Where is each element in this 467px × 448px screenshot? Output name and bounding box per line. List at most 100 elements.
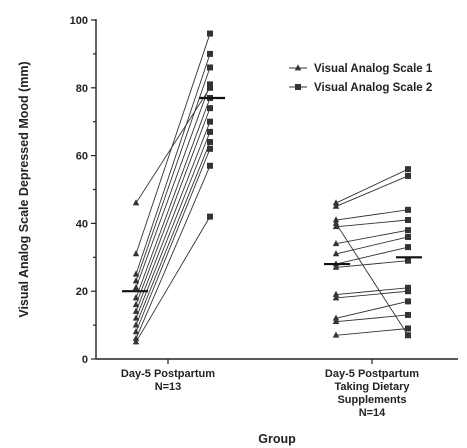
- pair-line-g2-3: [335, 209, 409, 221]
- pair-line-g1-7: [135, 107, 211, 305]
- pair-line-g2-8: [335, 260, 409, 268]
- marker-vas2-g2-8: [405, 257, 411, 264]
- x-axis-title: Group: [258, 432, 296, 446]
- pair-line-g1-8: [135, 121, 211, 312]
- marker-vas1-g2-2: [332, 202, 340, 209]
- pair-line-g2-6: [335, 236, 409, 255]
- legend-label-2: Visual Analog Scale 2: [314, 82, 432, 94]
- y-tick-label-1: 20: [76, 286, 88, 298]
- marker-vas2-g2-11: [405, 298, 411, 305]
- x-category-label-1-line-1: Day-5 Postpartum: [121, 368, 215, 380]
- legend-marker-1: [294, 64, 302, 71]
- marker-vas1-g1-5: [132, 284, 140, 291]
- marker-vas1-g2-5: [332, 239, 340, 247]
- marker-vas2-g2-2: [405, 172, 411, 179]
- marker-vas2-g2-14: [405, 332, 411, 339]
- y-tick-label-5: 100: [70, 15, 88, 27]
- pair-line-g2-10: [335, 290, 409, 299]
- marker-vas2-g1-9: [207, 128, 213, 135]
- marker-vas2-g1-7: [207, 105, 213, 112]
- pair-line-g2-11: [335, 300, 409, 319]
- marker-vas2-g2-12: [405, 311, 411, 318]
- marker-vas2-g2-6: [405, 233, 411, 240]
- marker-vas1-g2-8: [332, 263, 340, 270]
- marker-vas2-g1-4: [207, 64, 213, 71]
- marker-vas2-g2-13: [405, 325, 411, 332]
- marker-vas1-g1-8: [132, 307, 140, 314]
- pair-line-g1-9: [135, 131, 211, 319]
- y-tick-label-0: 0: [82, 354, 88, 366]
- marker-vas1-g1-2: [132, 250, 140, 257]
- pair-line-g2-13: [335, 328, 409, 336]
- pair-line-g1-6: [135, 97, 211, 299]
- pair-line-g2-7: [335, 246, 409, 265]
- marker-vas2-g2-1: [405, 166, 411, 173]
- marker-vas1-g1-3: [132, 270, 140, 277]
- x-category-label-2-line-4: N=14: [359, 407, 386, 419]
- pair-line-g1-12: [135, 165, 211, 339]
- marker-vas2-g2-5: [405, 227, 411, 234]
- legend-label-1: Visual Analog Scale 1: [314, 63, 433, 75]
- marker-vas1-g2-4: [332, 222, 340, 230]
- marker-vas2-g1-12: [207, 162, 213, 169]
- x-category-label-2: Day-5 Postpartum Taking Dietary Supplement…: [325, 368, 419, 419]
- pair-line-g1-2: [135, 33, 211, 255]
- marker-vas2-g1-10: [207, 139, 213, 146]
- y-tick-label-3: 60: [76, 151, 88, 163]
- pair-line-g1-1: [135, 87, 211, 204]
- marker-vas2-g1-1: [207, 84, 213, 91]
- marker-vas1-g1-1: [132, 199, 140, 206]
- marker-vas1-g1-12: [132, 334, 140, 341]
- marker-vas2-g2-7: [405, 244, 411, 251]
- marker-vas2-g2-4: [405, 217, 411, 224]
- x-category-label-2-line-2: Taking Dietary: [335, 381, 411, 393]
- y-tick-label-4: 80: [76, 83, 88, 95]
- marker-vas2-g1-2: [207, 30, 213, 37]
- markers-layer: [132, 30, 411, 345]
- pair-line-g1-11: [135, 148, 211, 333]
- marker-vas1-g1-9: [132, 314, 140, 321]
- pair-line-g1-3: [135, 53, 211, 275]
- mean-bars-layer: [122, 96, 422, 293]
- marker-vas1-g2-3: [332, 216, 340, 223]
- pair-line-g1-13: [135, 216, 211, 343]
- y-tick-label-2: 40: [76, 218, 88, 230]
- marker-vas1-g1-4: [132, 277, 140, 284]
- marker-vas2-g1-3: [207, 50, 213, 57]
- pair-line-g2-14: [335, 223, 409, 336]
- pair-lines-layer: [135, 33, 409, 343]
- marker-vas1-g2-14: [332, 219, 340, 226]
- marker-vas1-g1-6: [132, 294, 140, 301]
- marker-vas2-g2-10: [405, 288, 411, 295]
- legend-marker-2: [295, 84, 301, 90]
- x-category-label-2-line-1: Day-5 Postpartum: [325, 368, 419, 380]
- marker-vas2-g1-11: [207, 145, 213, 152]
- marker-vas2-g2-3: [405, 206, 411, 213]
- pair-line-g2-9: [335, 287, 409, 296]
- pair-line-g1-10: [135, 141, 211, 326]
- pair-line-g1-5: [135, 84, 211, 288]
- marker-vas1-g2-1: [332, 199, 340, 206]
- marker-vas2-g2-9: [405, 284, 411, 291]
- pair-line-g1-4: [135, 67, 211, 282]
- x-category-label-1: Day-5 Postpartum N=13: [121, 368, 215, 393]
- marker-vas1-g2-9: [332, 290, 340, 297]
- marker-vas1-g1-7: [132, 300, 140, 308]
- marker-vas1-g2-11: [332, 314, 340, 321]
- pair-line-g2-1: [335, 168, 409, 204]
- marker-vas1-g1-13: [132, 338, 140, 345]
- marker-vas1-g1-10: [132, 321, 140, 328]
- x-category-label-1-line-2: N=13: [155, 381, 182, 393]
- marker-vas1-g2-10: [332, 294, 340, 301]
- x-category-label-2-line-3: Supplements: [337, 394, 406, 406]
- marker-vas2-g1-13: [207, 213, 213, 220]
- marker-vas2-g1-8: [207, 118, 213, 125]
- pair-line-g2-2: [335, 175, 409, 207]
- y-axis-title: Visual Analog Scale Depressed Mood (mm): [17, 61, 31, 317]
- marker-vas2-g1-5: [207, 81, 213, 88]
- marker-vas1-g2-13: [332, 331, 340, 338]
- pair-line-g2-4: [335, 219, 409, 228]
